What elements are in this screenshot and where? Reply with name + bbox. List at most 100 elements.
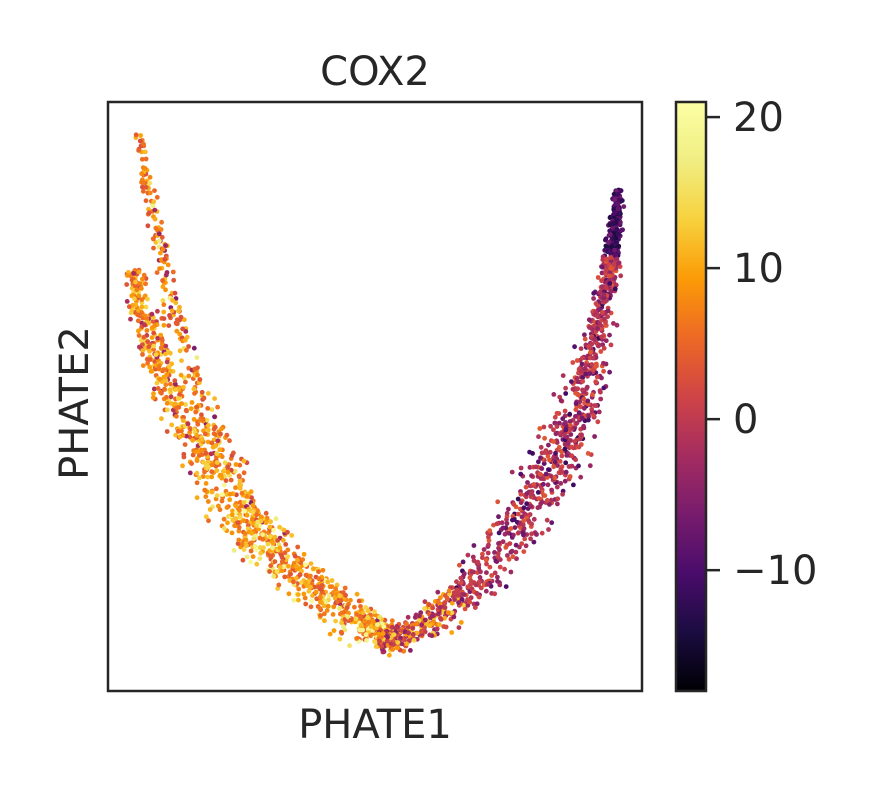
data-point [365, 608, 371, 614]
data-point [616, 243, 622, 249]
data-point [342, 585, 348, 591]
data-point [179, 401, 185, 406]
data-point [446, 588, 452, 594]
data-point [411, 637, 417, 643]
data-point [596, 409, 602, 415]
data-point [430, 605, 436, 611]
data-point [267, 548, 272, 554]
data-point [591, 367, 596, 372]
data-point [143, 184, 149, 190]
data-point [560, 373, 566, 378]
data-point [195, 421, 201, 427]
data-point [241, 500, 247, 505]
data-point [188, 406, 194, 412]
data-point [184, 347, 189, 353]
data-point [372, 609, 377, 615]
data-point [480, 551, 485, 557]
data-point [195, 372, 200, 378]
data-point [564, 453, 570, 458]
data-point [608, 258, 614, 264]
data-point [194, 458, 200, 464]
data-point [560, 416, 566, 422]
data-point [138, 133, 144, 138]
data-point [600, 257, 606, 263]
data-point [434, 626, 440, 632]
data-point [170, 269, 176, 275]
data-point [580, 375, 586, 380]
data-point [175, 396, 181, 401]
data-point [267, 534, 273, 540]
data-point [502, 531, 508, 537]
data-point [320, 567, 326, 573]
data-point [495, 574, 500, 580]
data-point [612, 247, 617, 253]
data-point [180, 432, 186, 438]
data-point [542, 450, 548, 455]
data-point [615, 201, 620, 207]
data-point [510, 554, 516, 560]
data-point [494, 559, 500, 564]
data-point [585, 451, 591, 456]
data-point [168, 368, 173, 374]
data-point [553, 431, 559, 437]
data-point [512, 525, 518, 530]
data-point [171, 277, 177, 283]
data-point [181, 384, 186, 390]
data-point [140, 348, 146, 353]
data-point [408, 648, 413, 653]
data-point [599, 264, 605, 270]
data-point [592, 434, 597, 439]
data-point [296, 597, 301, 603]
data-point [180, 326, 186, 332]
data-point [444, 595, 450, 601]
data-point [194, 480, 200, 486]
data-point [559, 469, 564, 474]
data-point [214, 493, 220, 498]
data-point [607, 332, 612, 338]
data-point [317, 606, 323, 611]
data-point [410, 632, 416, 637]
data-point [511, 501, 517, 507]
data-point [274, 569, 280, 574]
data-point [270, 540, 276, 546]
data-point [288, 571, 293, 577]
data-point [601, 345, 607, 351]
data-point [147, 190, 153, 196]
data-point [595, 419, 601, 425]
data-point [616, 231, 621, 237]
data-point [194, 495, 200, 501]
data-point [233, 510, 239, 515]
data-point [314, 596, 320, 602]
data-point [155, 308, 160, 314]
data-point [592, 312, 598, 317]
data-point [338, 598, 344, 603]
data-point [551, 464, 557, 470]
data-point [310, 566, 316, 572]
data-point [219, 426, 224, 432]
data-point [143, 156, 149, 162]
data-point [235, 520, 241, 526]
data-point [611, 191, 617, 197]
data-point [318, 613, 323, 618]
data-point [454, 579, 459, 585]
data-point [600, 342, 606, 348]
data-point [353, 616, 359, 622]
data-point [513, 549, 519, 555]
data-point [572, 344, 577, 350]
data-point [179, 358, 184, 363]
data-point [495, 578, 500, 584]
data-point [548, 497, 554, 503]
data-point [445, 610, 451, 615]
data-point [595, 326, 600, 331]
data-point [169, 308, 175, 314]
data-point [267, 524, 273, 530]
data-point [414, 630, 420, 636]
data-point [418, 628, 424, 634]
data-point [579, 361, 585, 367]
data-point [325, 579, 331, 585]
data-point [241, 470, 247, 476]
data-point [354, 636, 359, 641]
data-point [325, 603, 331, 609]
data-point [182, 337, 188, 343]
data-point [358, 622, 364, 628]
